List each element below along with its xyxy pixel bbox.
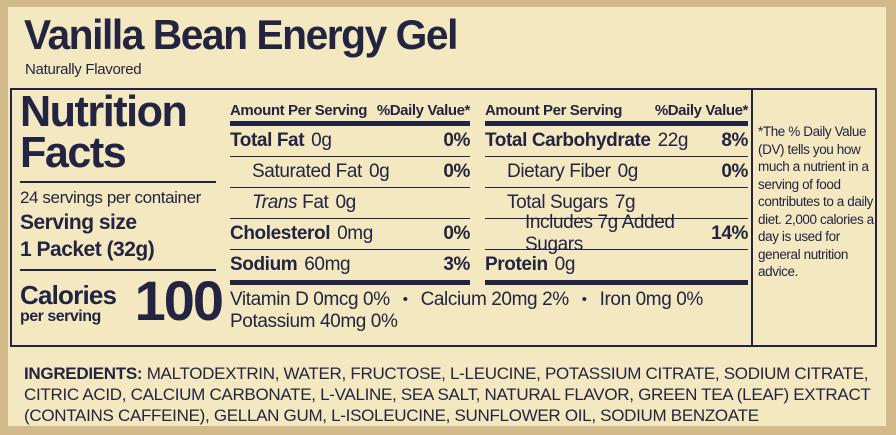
- nutrient-dv: 8%: [721, 130, 748, 151]
- nutrient-name: Protein: [485, 254, 548, 275]
- nutrient-dv: 3%: [443, 254, 470, 275]
- calories-row: Calories per serving 100: [20, 269, 224, 333]
- serving-rule: [20, 269, 216, 272]
- bullet-separator: •: [402, 291, 408, 308]
- row-sodium: Sodium 60mg 3%: [230, 250, 470, 285]
- nutrient-name: Cholesterol: [230, 223, 331, 244]
- footnote-divider: [751, 90, 753, 345]
- vitamin-d-value: Vitamin D 0mcg 0%: [230, 289, 390, 310]
- nutrient-dv: 0%: [721, 161, 748, 182]
- row-total-sugars: Total Sugars 7g: [485, 188, 748, 219]
- nutrient-name: Dietary Fiber: [507, 161, 611, 182]
- daily-value-header: %Daily Value*: [376, 102, 471, 119]
- micronutrients-line1: Vitamin D 0mcg 0% • Calcium 20mg 2% • Iron 0…: [230, 289, 750, 311]
- nutrient-name: Fat: [302, 192, 329, 213]
- servings-per-container: 24 servings per container: [20, 187, 201, 207]
- row-saturated-fat: Saturated Fat 0g 0%: [230, 157, 470, 188]
- serving-size-label: Serving size: [20, 210, 137, 234]
- nutrient-name: Total Sugars: [507, 192, 608, 213]
- serving-size-value: 1 Packet (32g): [20, 238, 155, 261]
- nutrient-amount: 0g: [311, 130, 332, 151]
- amount-per-serving-header: Amount Per Serving: [485, 102, 622, 119]
- row-dietary-fiber: Dietary Fiber 0g 0%: [485, 157, 748, 188]
- row-total-carbohydrate: Total Carbohydrate 22g 8%: [485, 126, 748, 157]
- nutrient-name: Sodium: [230, 254, 298, 275]
- nutrient-amount: 0g: [617, 161, 639, 182]
- micronutrients-line2: Potassium 40mg 0%: [230, 311, 398, 332]
- calories-label: Calories: [20, 280, 117, 311]
- calories-labels: Calories per serving: [20, 276, 125, 325]
- nutrient-dv: 0%: [443, 130, 470, 151]
- micronutrients: Vitamin D 0mcg 0% • Calcium 20mg 2% • Iron 0…: [230, 289, 750, 333]
- ingredients-label: INGREDIENTS:: [24, 364, 143, 383]
- row-cholesterol: Cholesterol 0mg 0%: [230, 219, 470, 250]
- column-b-header: Amount Per Serving %Daily Value*: [485, 96, 748, 126]
- facts-heading-column: Nutrition Facts 24 servings per containe…: [20, 87, 224, 333]
- nutrient-name: Total Carbohydrate: [485, 130, 651, 151]
- row-protein: Protein 0g: [485, 250, 748, 285]
- calcium-value: Calcium 20mg 2%: [420, 289, 570, 310]
- daily-value-footnote: *The % Daily Value (DV) tells you how mu…: [758, 124, 874, 280]
- heading-line1: Nutrition: [20, 87, 188, 136]
- heading-rule: [20, 180, 216, 183]
- calories-value: 100: [134, 269, 224, 333]
- row-added-sugars: Includes 7g Added Sugars 14%: [485, 212, 748, 255]
- daily-value-header: %Daily Value*: [654, 102, 749, 119]
- row-trans-fat: Trans Fat 0g: [230, 188, 470, 219]
- nutrient-amount: 0g: [368, 161, 390, 182]
- nutrient-name: Total Fat: [230, 130, 305, 151]
- nutrient-dv: 0%: [443, 223, 470, 244]
- nutrient-amount: 7g: [614, 192, 636, 213]
- nutrition-facts-box: Nutrition Facts 24 servings per containe…: [10, 88, 877, 347]
- nutrient-dv: 14%: [711, 223, 748, 244]
- ingredients-statement: INGREDIENTS: MALTODEXTRIN, WATER, FRUCTO…: [24, 363, 876, 426]
- nutrient-name-italic: Trans: [252, 192, 298, 213]
- nutrient-column-b: Amount Per Serving %Daily Value* Total C…: [485, 96, 748, 285]
- bullet-separator: •: [581, 291, 587, 308]
- nutrient-amount: 60mg: [304, 254, 351, 275]
- amount-per-serving-header: Amount Per Serving: [230, 102, 367, 119]
- nutrient-amount: 0g: [335, 192, 356, 213]
- calories-sublabel: per serving: [20, 308, 101, 326]
- nutrient-amount: 0g: [554, 254, 576, 275]
- nutrient-name: Saturated Fat: [252, 161, 362, 182]
- nutrient-amount: 0mg: [337, 223, 373, 244]
- product-title: Vanilla Bean Energy Gel: [24, 11, 458, 58]
- nutrient-name: Includes 7g Added Sugars: [525, 212, 675, 255]
- column-a-header: Amount Per Serving %Daily Value*: [230, 96, 470, 126]
- iron-value: Iron 0mg 0%: [599, 289, 704, 310]
- flavor-subtitle: Naturally Flavored: [25, 61, 142, 78]
- nutrient-amount: 22g: [657, 130, 689, 151]
- heading-line2: Facts: [20, 127, 127, 177]
- ingredients-text: MALTODEXTRIN, WATER, FRUCTOSE, L-LEUCINE…: [24, 364, 871, 426]
- nutrient-column-a: Amount Per Serving %Daily Value* Total F…: [230, 96, 470, 285]
- row-total-fat: Total Fat 0g 0%: [230, 126, 470, 157]
- nutrient-dv: 0%: [443, 161, 470, 182]
- nutrition-facts-heading: Nutrition Facts: [20, 87, 218, 177]
